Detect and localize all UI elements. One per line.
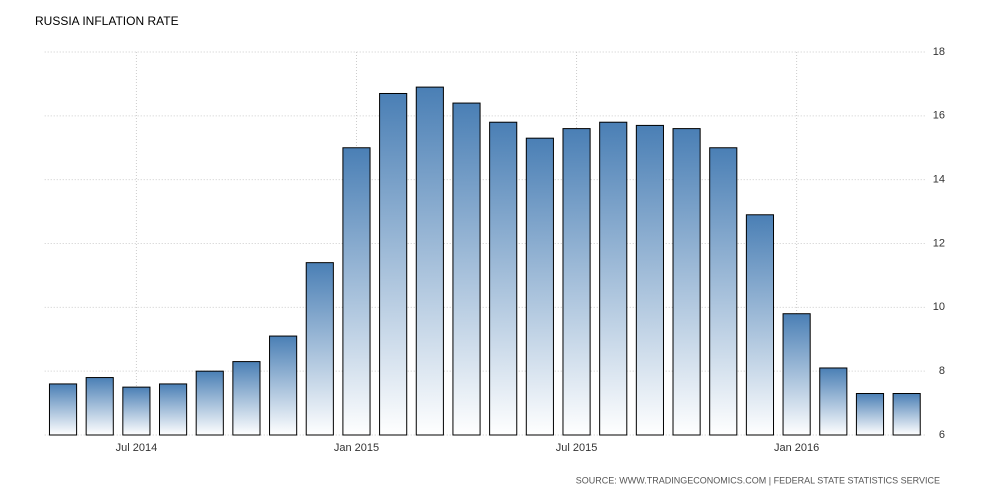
chart-title: RUSSIA INFLATION RATE [35,14,179,28]
bar [635,124,664,436]
bar [855,393,885,436]
source: SOURCE: WWW.TRADINGECONOMICS.COM | FEDER… [576,475,940,485]
y-tick-label: 16 [933,110,945,122]
bar [415,86,444,436]
x-tick-label: Jul 2015 [556,442,598,454]
bar [745,214,775,436]
bar [672,128,701,436]
y-tick-label: 18 [933,46,945,58]
bar [85,377,114,436]
y-tick-label: 12 [933,237,945,249]
bar [305,262,334,436]
bar [195,370,224,436]
bar [782,313,811,436]
bar [232,361,261,436]
bar [342,147,371,436]
bar [379,92,408,436]
y-tick-label: 8 [939,365,945,377]
x-tick-label: Jan 2015 [334,442,379,454]
x-tick-label: Jan 2016 [774,442,819,454]
bar [48,383,78,436]
bar [819,367,848,436]
bar [122,386,151,436]
bar [489,121,518,436]
bar [562,128,591,436]
y-tick-label: 14 [933,174,945,186]
bar [599,121,628,436]
bar [709,147,738,436]
bar [159,383,188,436]
x-tick-label: Jul 2014 [116,442,158,454]
bar [452,102,481,436]
bar [269,335,298,436]
bar [525,137,554,436]
y-tick-label: 6 [939,429,945,441]
bar [892,393,921,436]
y-tick-label: 10 [933,301,945,313]
